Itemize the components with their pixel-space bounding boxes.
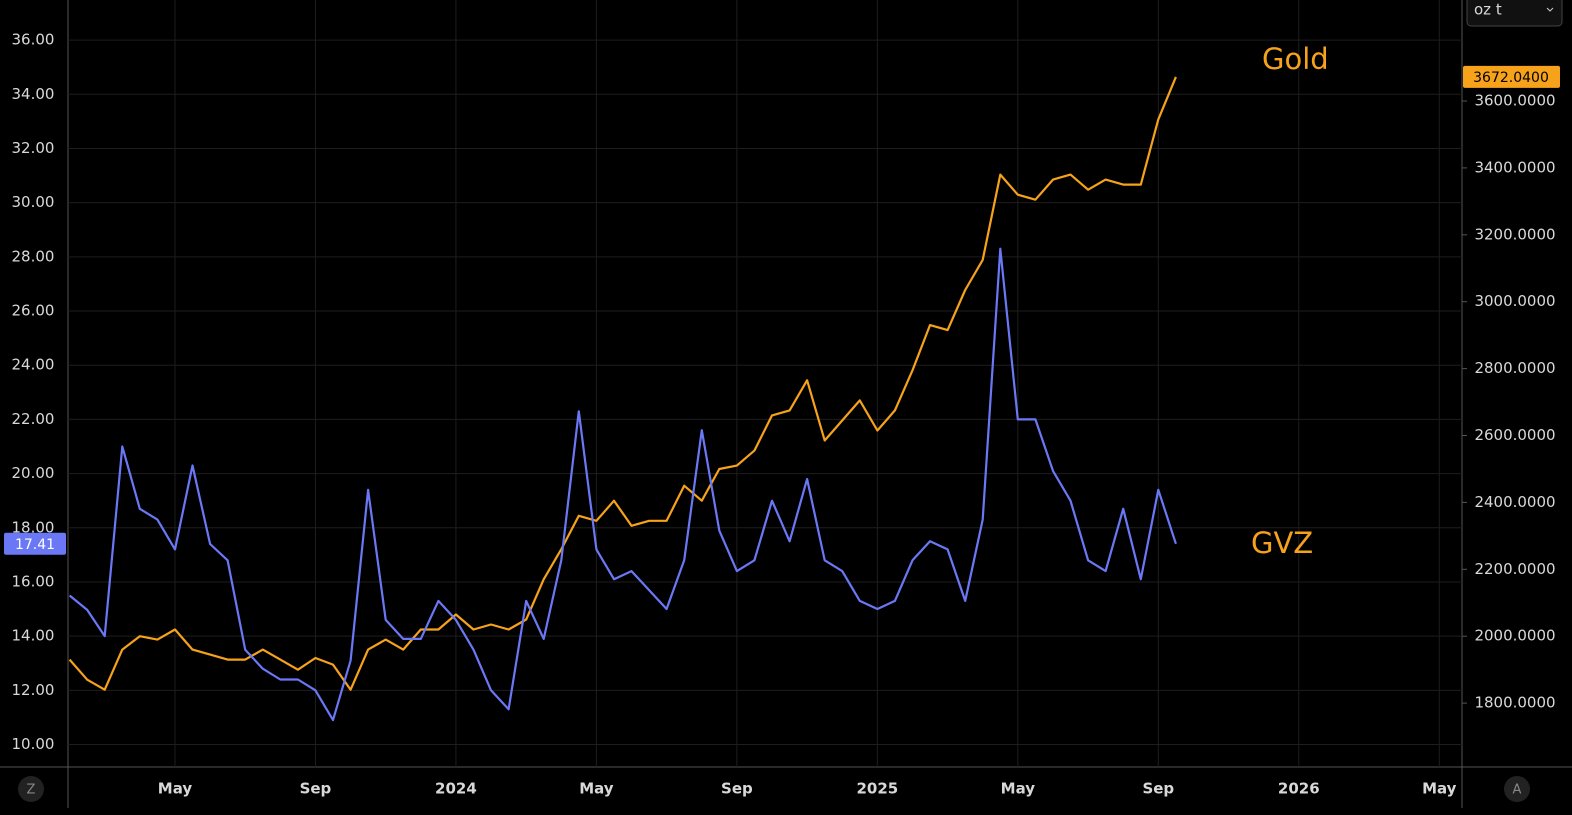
y-tick-label: 14.00 xyxy=(12,627,55,645)
y-tick-label: 34.00 xyxy=(12,85,55,103)
y-tick-label: 22.00 xyxy=(12,410,55,428)
left-button-label[interactable]: Z xyxy=(27,783,36,798)
x-tick-label: May xyxy=(1422,780,1457,798)
last-value-label: 17.41 xyxy=(15,537,55,553)
y-tick-label: 20.00 xyxy=(12,464,55,482)
annotation-gold: Gold xyxy=(1262,42,1329,76)
y2-tick-label: 2600.0000 xyxy=(1474,426,1555,444)
right-button-label[interactable]: A xyxy=(1513,783,1522,798)
y2-tick-label: 3600.0000 xyxy=(1474,92,1555,110)
last-value-tag xyxy=(1463,65,1560,88)
x-tick-label: 2024 xyxy=(435,780,477,798)
y-tick-label: 36.00 xyxy=(12,31,55,49)
right-button[interactable] xyxy=(1504,776,1530,802)
labels: 10.00 12.00 14.00 16.00 18.00 20.00 22.00 24.00… xyxy=(4,31,1560,798)
y2-tick-label: 1800.0000 xyxy=(1474,694,1555,712)
unit-label[interactable]: oz t xyxy=(1474,1,1502,19)
y2-tick-label: 2800.0000 xyxy=(1474,359,1555,377)
y-tick-label: 10.00 xyxy=(12,735,55,753)
y-tick-label: 30.00 xyxy=(12,193,55,211)
x-tick-label: Sep xyxy=(721,780,753,798)
y2-tick-label: 3400.0000 xyxy=(1474,158,1555,176)
y2-tick-label: 2000.0000 xyxy=(1474,627,1555,645)
grid xyxy=(68,0,1467,767)
y-tick-label: 32.00 xyxy=(12,139,55,157)
y-tick-label: 16.00 xyxy=(12,572,55,590)
x-tick-label: 2026 xyxy=(1278,780,1320,798)
y2-tick-label: 2400.0000 xyxy=(1474,493,1555,511)
x-tick-label: 2025 xyxy=(856,780,898,798)
y-tick-label: 18.00 xyxy=(12,518,55,536)
y-tick-label: 28.00 xyxy=(12,247,55,265)
lines xyxy=(68,76,1177,722)
dropdown-caret[interactable] xyxy=(1546,7,1554,12)
y-tick-label: 24.00 xyxy=(12,356,55,374)
y2-tick-label: 3000.0000 xyxy=(1474,292,1555,310)
y-tick-label: 12.00 xyxy=(12,681,55,699)
x-tick-label: May xyxy=(579,780,614,798)
x-tick-label: May xyxy=(158,780,193,798)
series-line xyxy=(68,247,1177,722)
y2-tick-label: 3200.0000 xyxy=(1474,225,1555,243)
y-tick-label: 26.00 xyxy=(12,302,55,320)
x-tick-label: Sep xyxy=(300,780,332,798)
x-tick-label: May xyxy=(1001,780,1036,798)
annotation-gvz: GVZ xyxy=(1251,526,1313,560)
series-line xyxy=(68,76,1177,691)
unit-dropdown[interactable] xyxy=(1466,0,1563,27)
y2-tick-label: 2200.0000 xyxy=(1474,560,1555,578)
x-tick-label: Sep xyxy=(1142,780,1174,798)
last-value-label: 3672.0400 xyxy=(1473,70,1549,86)
last-value-tag xyxy=(4,532,66,555)
left-button[interactable] xyxy=(18,776,44,802)
